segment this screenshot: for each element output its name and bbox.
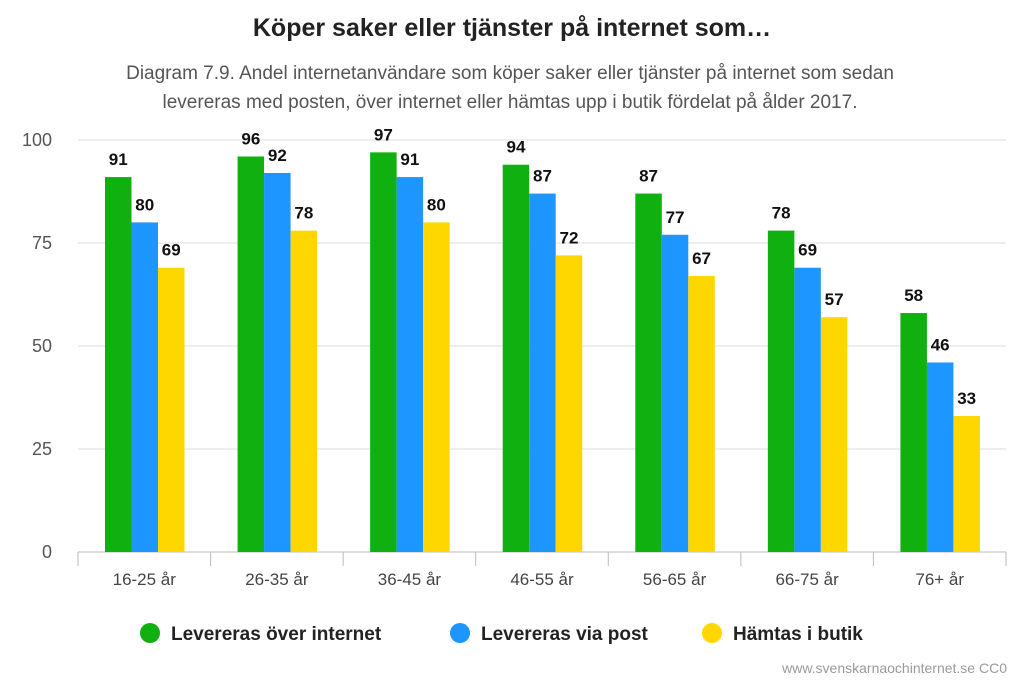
bar [767,230,795,552]
bar [529,193,556,552]
data-label: 80 [135,195,154,214]
data-label: 91 [400,150,419,169]
data-label: 58 [904,286,923,305]
bar [131,222,158,552]
y-tick-label: 75 [32,233,52,253]
data-label: 72 [560,228,579,247]
bar [158,267,185,552]
legend-marker [702,623,722,643]
x-tick-label: 46-55 år [510,570,574,589]
y-tick-label: 25 [32,439,52,459]
bar [502,164,530,552]
bar [105,177,132,552]
bar [900,313,927,552]
legend-label: Hämtas i butik [733,624,863,645]
bar [423,222,450,552]
data-label: 33 [957,389,976,408]
chart-title: Köper saker eller tjänster på internet s… [253,14,771,42]
data-label: 91 [109,150,128,169]
bar [635,193,662,552]
x-tick-label: 16-25 år [113,570,177,589]
legend-label: Levereras över internet [171,624,382,645]
y-tick-label: 0 [42,542,52,562]
bar [926,362,954,552]
x-axis: 16-25 år 26-35 år 36-45 år 46-55 år 56-65 år… [77,552,1007,589]
bar [264,172,291,552]
data-label: 77 [666,208,685,227]
bar [290,230,318,552]
x-tick-label: 56-65 år [643,570,707,589]
data-label: 69 [798,241,817,260]
bar [237,156,265,553]
chart-subtitle-line-1: Diagram 7.9. Andel internetanvändare som… [126,63,894,84]
data-label: 80 [427,195,446,214]
data-labels: 91 96 97 94 87 78 58 80 92 91 87 77 69 46 69 78 80 72 67 57… [109,125,976,408]
data-label: 92 [268,146,287,165]
bar [953,416,980,552]
data-label: 87 [533,167,552,186]
bar [370,152,397,553]
data-label: 67 [692,249,711,268]
chart-subtitle-line-2: levereras med posten, över internet elle… [163,92,858,113]
bars [105,152,980,553]
data-label: 69 [162,241,181,260]
y-tick-label: 50 [32,336,52,356]
bar [794,267,821,552]
legend-label: Levereras via post [481,624,649,645]
legend: Levereras över internet Levereras via pos… [140,623,863,645]
data-label: 97 [374,125,393,144]
x-tick-label: 66-75 år [775,570,839,589]
x-tick-label: 36-45 år [378,570,442,589]
data-label: 46 [931,335,950,354]
data-label: 87 [639,167,658,186]
data-label: 96 [241,129,260,148]
data-label: 57 [825,290,844,309]
x-tick-label: 26-35 år [245,570,309,589]
bar [688,275,715,552]
legend-marker [140,623,160,643]
x-tick-label: 76+ år [915,570,964,589]
bar [661,234,689,552]
bar [555,255,583,553]
bar [820,317,848,552]
data-label: 78 [772,204,791,223]
bar [396,177,424,552]
data-label: 94 [507,138,526,157]
credit-text: www.svenskarnaochinternet.se CC0 [781,660,1007,676]
y-tick-label: 100 [22,130,52,150]
data-label: 78 [294,204,313,223]
legend-marker [450,623,470,643]
